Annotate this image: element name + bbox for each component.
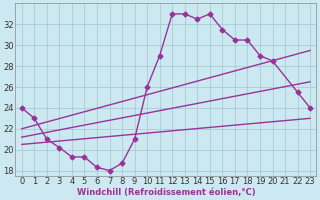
X-axis label: Windchill (Refroidissement éolien,°C): Windchill (Refroidissement éolien,°C) [76,188,255,197]
